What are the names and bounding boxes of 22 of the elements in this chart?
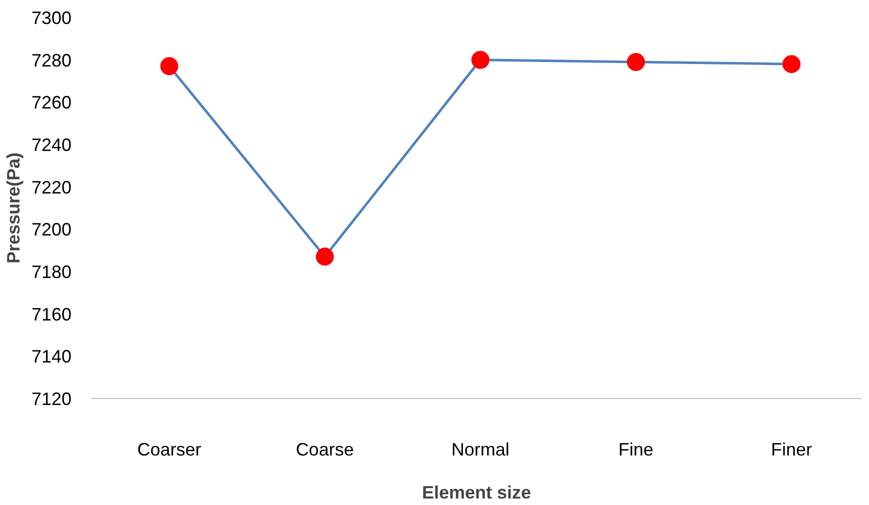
point [316, 248, 334, 266]
point [471, 50, 490, 69]
x-tick-label: Fine [618, 440, 654, 460]
x-axis-title: Element size [422, 482, 532, 502]
y-tick-label: 7300 [31, 8, 72, 28]
y-axis-title: Pressure(Pa) [3, 152, 24, 264]
y-tick-label: 7160 [31, 304, 72, 324]
y-tick-label: 7180 [31, 262, 72, 282]
y-tick-label: 7280 [31, 50, 72, 70]
x-tick-label: Finer [770, 440, 812, 460]
y-tick-label: 7240 [31, 135, 72, 155]
x-tick-label: Coarse [296, 440, 354, 460]
x-tick-label: Normal [451, 440, 510, 460]
y-tick-label: 7220 [31, 177, 72, 198]
x-tick-label: Coarser [137, 440, 202, 460]
y-tick-label: 7200 [31, 220, 72, 240]
point [626, 52, 645, 71]
point [160, 57, 178, 76]
y-tick-label: 7260 [31, 92, 72, 113]
y-tick-label: 7120 [31, 389, 72, 409]
y-tick-label: 7140 [31, 346, 72, 367]
point [782, 55, 800, 74]
